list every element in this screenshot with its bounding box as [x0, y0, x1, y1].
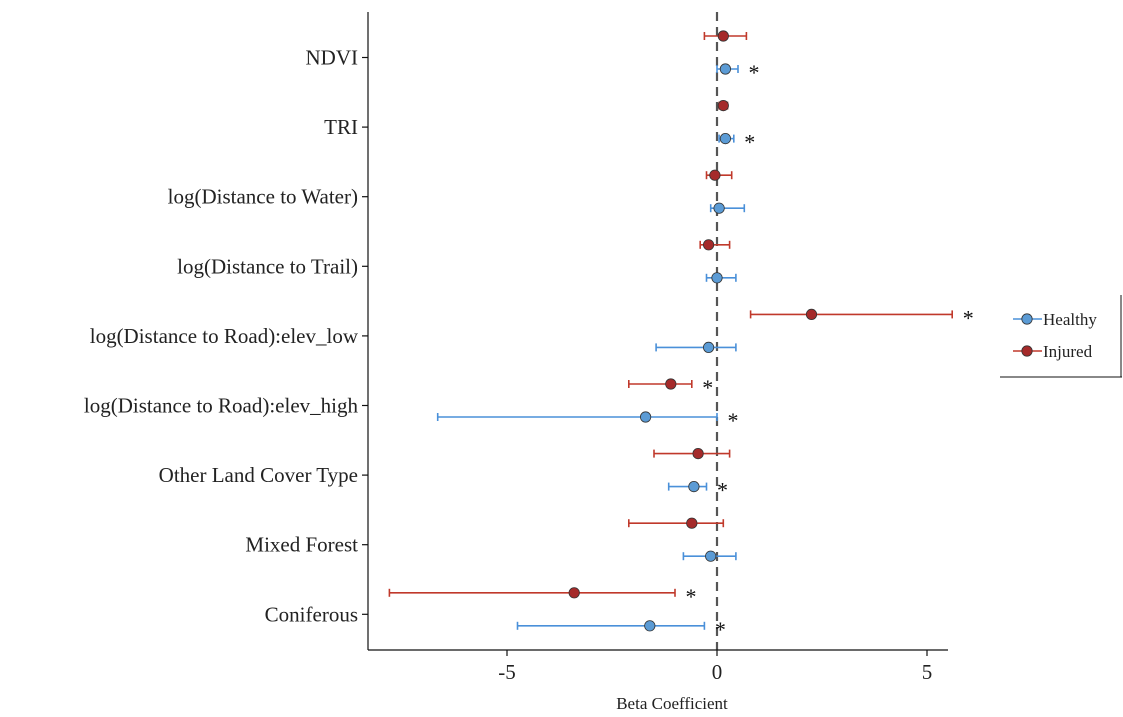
x-tick-label: -5: [498, 660, 516, 684]
legend: Healthy Injured: [1000, 295, 1122, 378]
x-axis-title: Beta Coefficient: [616, 694, 728, 713]
point-injured: [709, 169, 721, 181]
point-injured: [717, 100, 729, 112]
point-injured: [568, 587, 580, 599]
y-tick-label: NDVI: [306, 46, 359, 70]
legend-label-injured: Injured: [1043, 342, 1093, 361]
point-healthy: [719, 63, 732, 75]
legend-label-healthy: Healthy: [1043, 310, 1097, 329]
significance-star: *: [749, 60, 760, 85]
x-tick-label: 0: [712, 660, 723, 684]
significance-star: *: [702, 375, 713, 400]
point-healthy: [705, 550, 717, 562]
legend-marker-injured: [1021, 345, 1033, 357]
y-tick-label: Other Land Cover Type: [159, 463, 358, 487]
point-healthy: [711, 272, 723, 284]
significance-star: *: [686, 584, 697, 609]
plot-area: * * * * * * * *: [388, 12, 974, 650]
point-injured: [665, 378, 677, 390]
significance-star: *: [744, 130, 755, 155]
y-tick-label: log(Distance to Road):elev_high: [84, 394, 359, 418]
point-healthy: [639, 411, 652, 423]
y-tick-label: TRI: [324, 115, 358, 139]
significance-star: *: [717, 478, 728, 503]
x-tick-label: 5: [922, 660, 933, 684]
axes: -5 0 5 Beta Coefficient NDVI TRI log(Distance …: [84, 12, 948, 713]
point-injured: [692, 447, 704, 460]
point-injured: [702, 239, 715, 251]
significance-star: *: [728, 408, 739, 433]
legend-box: [1000, 295, 1122, 377]
y-tick-label: Mixed Forest: [245, 533, 358, 557]
point-healthy: [688, 480, 700, 493]
point-healthy: [644, 620, 656, 632]
y-tick-label: Coniferous: [265, 602, 358, 626]
significance-star: *: [963, 305, 974, 330]
y-tick-label: log(Distance to Water): [168, 185, 358, 209]
point-healthy: [719, 133, 732, 145]
point-healthy: [702, 341, 715, 353]
significance-star: *: [715, 617, 726, 642]
point-healthy: [713, 202, 725, 214]
legend-marker-healthy: [1021, 313, 1033, 325]
point-injured: [717, 30, 729, 42]
point-injured: [686, 517, 698, 529]
point-injured: [805, 308, 818, 320]
y-tick-label: log(Distance to Road):elev_low: [90, 324, 359, 348]
y-tick-label: log(Distance to Trail): [177, 254, 358, 278]
